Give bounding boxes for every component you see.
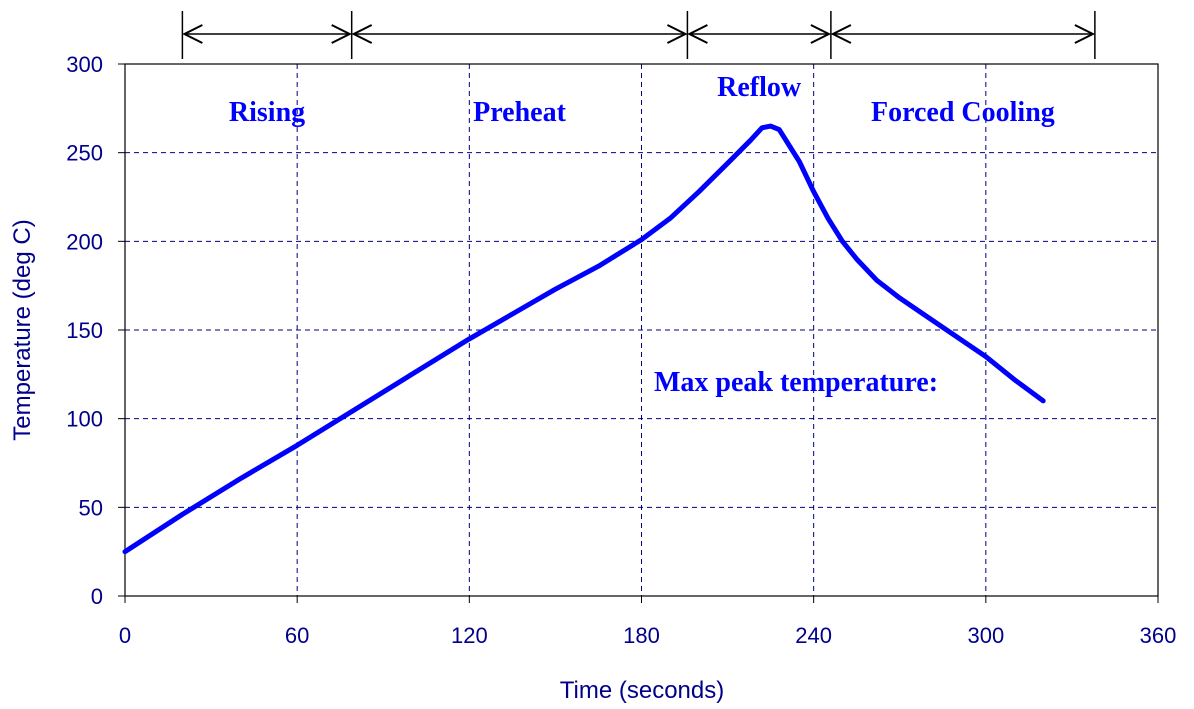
y-axis-title: Temperature (deg C) (9, 219, 36, 440)
x-tick-label: 240 (795, 623, 832, 648)
y-tick-label: 0 (91, 584, 103, 609)
phase-label: Preheat (473, 97, 566, 128)
y-tick-label: 150 (66, 318, 103, 343)
axes-layer: 0 60 120 180 240 300 360 0 50 100 150 200 250 300 (66, 52, 1176, 648)
phase-arrow-head-left (830, 24, 852, 44)
phase-arrow-head-left (182, 24, 203, 44)
series-layer (122, 123, 1046, 555)
max-peak-annotation: Max peak temperature: (654, 367, 938, 398)
y-tick-label: 200 (66, 229, 103, 254)
phase-label: Rising (229, 97, 305, 128)
phase-label: Reflow (717, 72, 802, 103)
x-tick-label: 300 (967, 623, 1004, 648)
phase-arrow-head-right (666, 24, 688, 44)
text-layer: Time (seconds) Temperature (deg C) Max p… (9, 72, 1055, 704)
x-tick-label: 120 (451, 623, 488, 648)
y-tick-label: 300 (66, 52, 103, 77)
phase-arrow-head-left (687, 24, 708, 44)
x-tick-label: 0 (119, 623, 131, 648)
y-tick-label: 50 (79, 495, 103, 520)
phase-arrows-layer (181, 11, 1096, 59)
temperature-series-line (122, 123, 1046, 555)
phase-arrow-head-left (351, 24, 373, 44)
phase-label: Forced Cooling (871, 97, 1055, 128)
grid-layer (125, 64, 1158, 596)
y-tick-label: 100 (66, 407, 103, 432)
phase-arrow-head-right (810, 24, 832, 44)
x-tick-label: 360 (1140, 623, 1177, 648)
y-tick-label: 250 (66, 141, 103, 166)
x-axis-title: Time (seconds) (560, 677, 724, 704)
x-tick-label: 180 (623, 623, 660, 648)
phase-arrow-head-right (1074, 24, 1096, 44)
phase-arrow-head-right (331, 24, 352, 44)
x-tick-label: 60 (285, 623, 309, 648)
